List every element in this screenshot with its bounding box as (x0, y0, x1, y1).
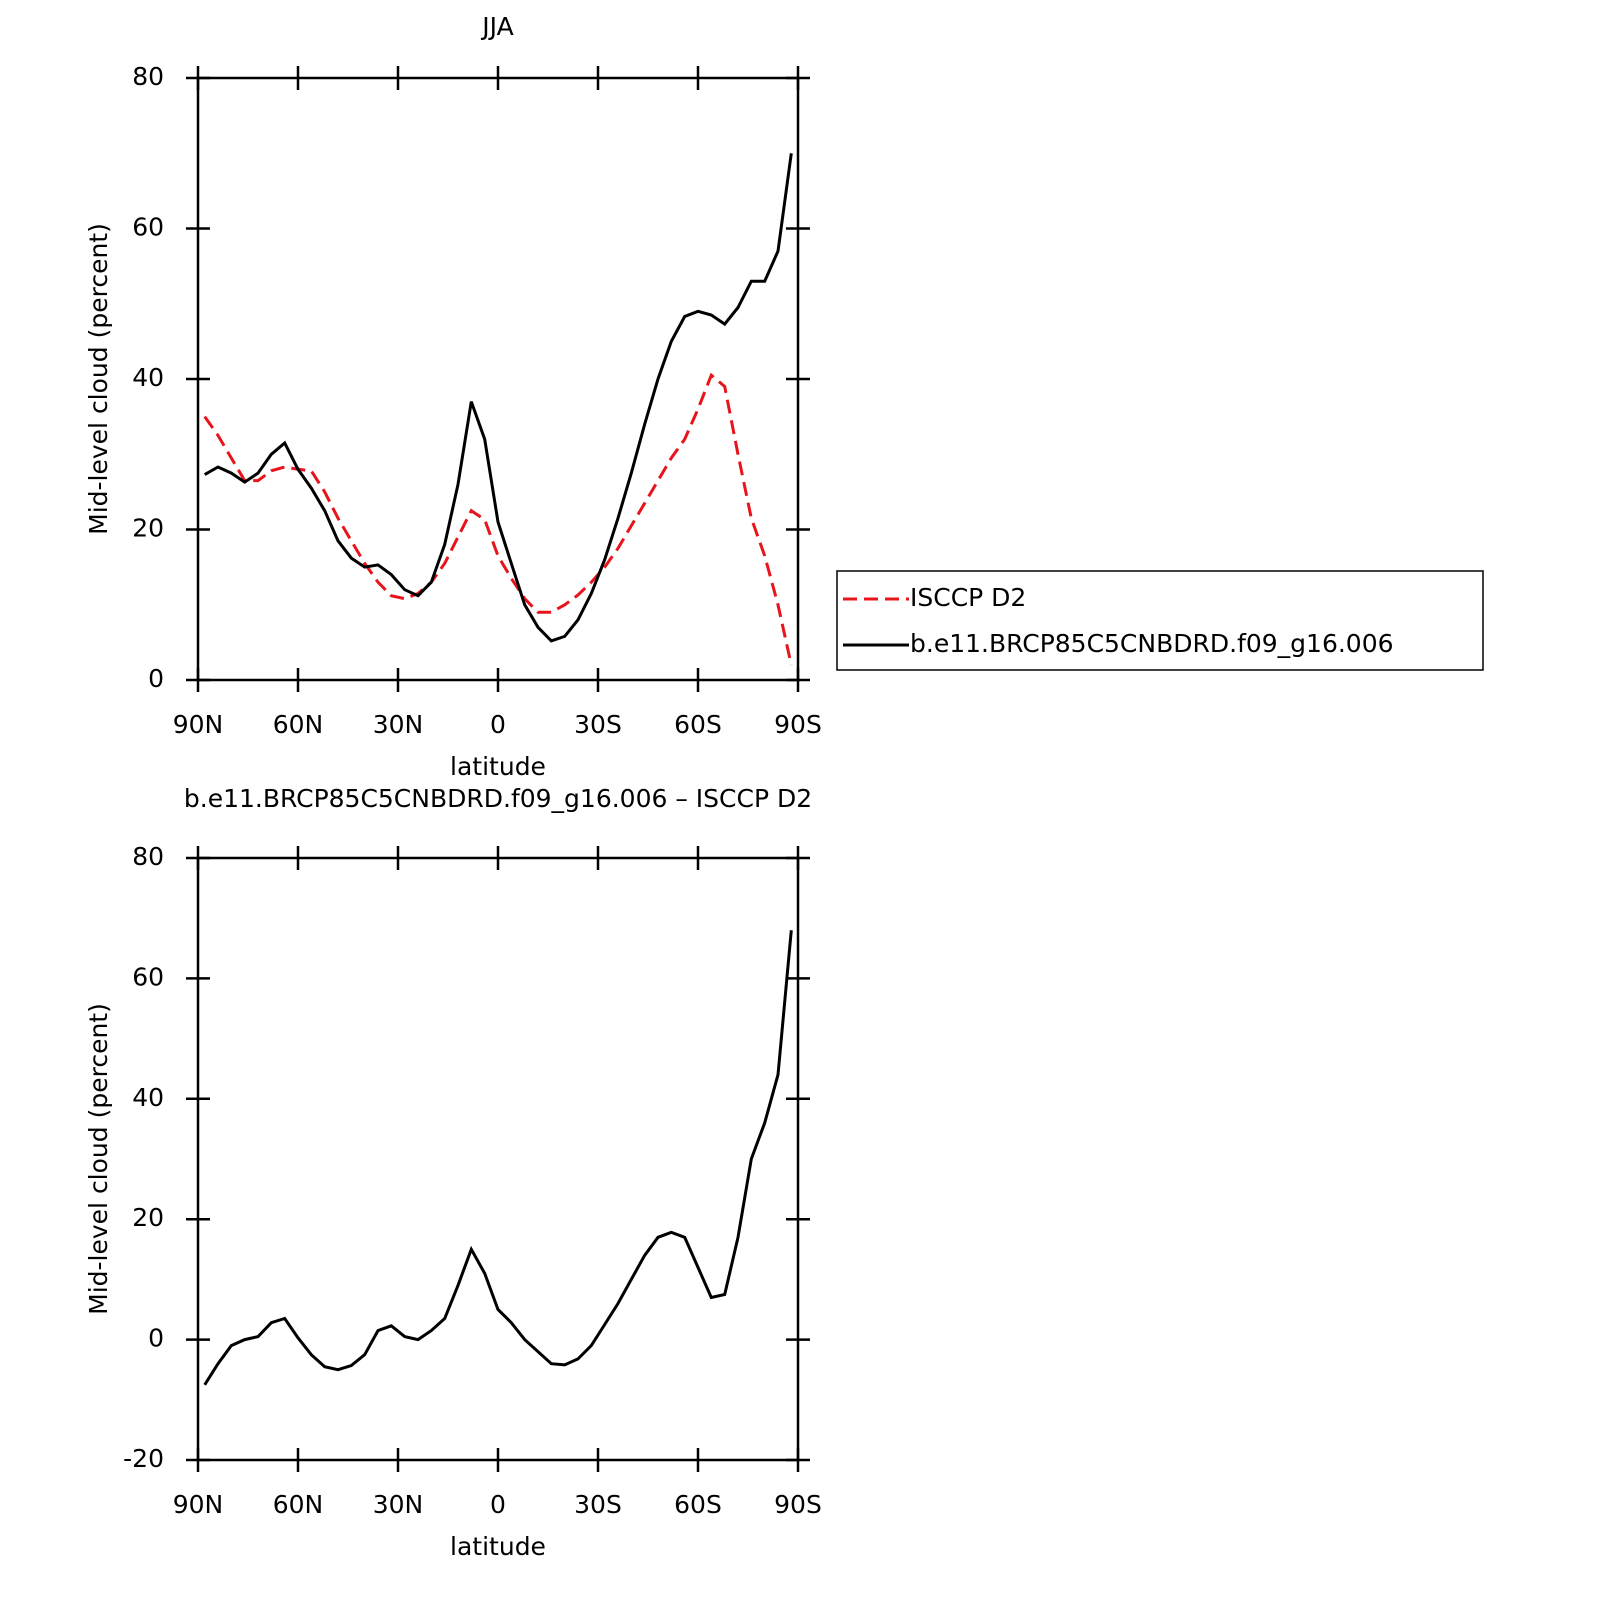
x-tick-label: 0 (490, 710, 506, 739)
x-tick-label: 30S (574, 710, 622, 739)
y-tick-label: 20 (132, 1203, 164, 1232)
y-tick-label: 80 (132, 842, 164, 871)
y-tick-label: 60 (132, 962, 164, 991)
y-tick-label: 40 (132, 1083, 164, 1112)
chart-title: b.e11.BRCP85C5CNBDRD.f09_g16.006 – ISCCP… (184, 784, 812, 813)
legend-box (836, 570, 1484, 671)
chart-title: JJA (480, 12, 513, 41)
y-axis-label: Mid-level cloud (percent) (84, 1003, 113, 1315)
x-tick-label: 90N (173, 710, 224, 739)
y-tick-label: 80 (132, 62, 164, 91)
y-tick-label: 60 (132, 213, 164, 242)
x-axis-label: latitude (450, 752, 546, 781)
y-axis-label: Mid-level cloud (percent) (84, 223, 113, 535)
y-tick-label: 20 (132, 514, 164, 543)
y-tick-label: 0 (148, 1324, 164, 1353)
plot-frame (196, 856, 800, 1462)
legend-label: b.e11.BRCP85C5CNBDRD.f09_g16.006 (910, 629, 1394, 658)
x-tick-label: 30N (373, 710, 424, 739)
x-tick-label: 30N (373, 1490, 424, 1519)
x-tick-label: 60S (674, 1490, 722, 1519)
x-tick-label: 90N (173, 1490, 224, 1519)
plot-frame (196, 76, 800, 682)
y-tick-label: -20 (123, 1444, 164, 1473)
x-tick-label: 60S (674, 710, 722, 739)
x-tick-label: 60N (273, 1490, 324, 1519)
x-axis-label: latitude (450, 1532, 546, 1561)
y-tick-label: 0 (148, 664, 164, 693)
x-tick-label: 0 (490, 1490, 506, 1519)
y-tick-label: 40 (132, 363, 164, 392)
data-line (203, 372, 793, 666)
data-line (203, 930, 793, 1386)
data-line (203, 153, 793, 643)
x-tick-label: 30S (574, 1490, 622, 1519)
x-tick-label: 90S (774, 710, 822, 739)
legend-label: ISCCP D2 (910, 583, 1026, 612)
x-tick-label: 90S (774, 1490, 822, 1519)
x-tick-label: 60N (273, 710, 324, 739)
